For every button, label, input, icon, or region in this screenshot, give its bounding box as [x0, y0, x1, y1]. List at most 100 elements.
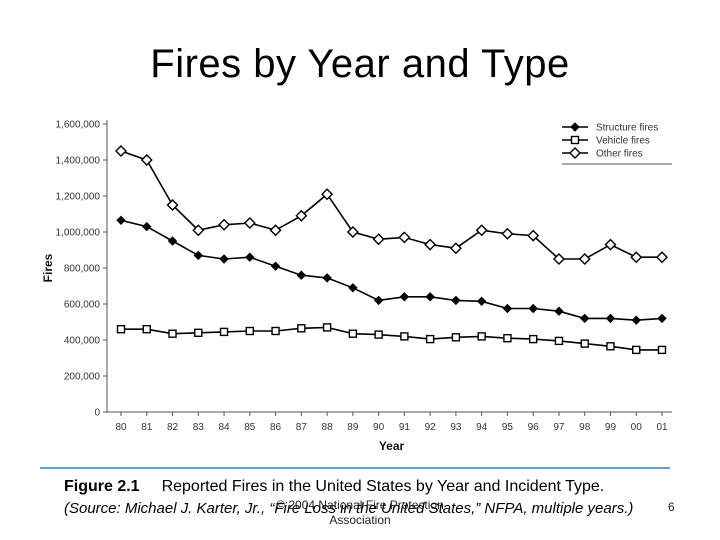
data-point — [451, 295, 461, 306]
data-point — [115, 145, 127, 157]
y-tick-label: 600,000 — [64, 300, 101, 311]
x-tick-label: 85 — [244, 422, 256, 433]
data-point — [425, 334, 435, 344]
series-other-fires — [115, 145, 668, 265]
data-point — [451, 333, 461, 342]
data-point — [269, 224, 282, 237]
y-tick-label: 800,000 — [64, 264, 101, 275]
data-point — [296, 270, 307, 280]
y-tick-label: 1,200,000 — [56, 192, 101, 203]
x-tick-label: 95 — [502, 422, 514, 433]
data-point — [604, 238, 617, 251]
data-point — [630, 251, 643, 264]
data-point — [527, 229, 540, 242]
legend-label: Vehicle fires — [596, 136, 650, 147]
data-point — [373, 295, 384, 306]
data-point — [398, 231, 411, 244]
data-point — [656, 251, 668, 264]
data-point — [297, 324, 306, 333]
data-point — [475, 224, 488, 237]
y-tick-label: 400,000 — [64, 336, 101, 347]
data-point — [116, 215, 126, 226]
x-tick-label: 98 — [579, 422, 591, 433]
series-line — [120, 219, 663, 322]
data-point — [657, 345, 667, 355]
legend-marker — [569, 147, 581, 159]
figure-number: Figure 2.1 — [64, 478, 140, 495]
data-point — [295, 209, 308, 222]
data-point — [632, 345, 641, 355]
data-point — [425, 292, 435, 302]
data-point — [194, 328, 203, 337]
y-tick-label: 1,600,000 — [56, 120, 101, 131]
caption-divider — [40, 467, 670, 469]
slide-title: Fires by Year and Type — [150, 42, 570, 86]
data-point — [322, 273, 332, 283]
data-point — [631, 315, 641, 325]
data-point — [503, 334, 512, 343]
x-tick-label: 96 — [528, 422, 540, 433]
figure-caption: Figure 2.1 Reported Fires in the United S… — [64, 478, 604, 496]
x-tick-label: 83 — [193, 422, 205, 433]
data-point — [528, 303, 538, 314]
copyright-line-1: © 2004 National Fire Protection — [276, 498, 444, 512]
chart-series — [115, 145, 668, 355]
series-vehicle-fires — [116, 323, 667, 355]
data-point — [580, 313, 590, 324]
data-point — [657, 313, 667, 324]
data-point — [245, 326, 255, 336]
data-point — [528, 334, 538, 344]
data-point — [400, 332, 409, 341]
x-tick-label: 97 — [553, 422, 565, 433]
copyright-notice: © 2004 National Fire Protection Associat… — [0, 498, 720, 528]
x-tick-label: 01 — [656, 422, 668, 433]
page-number: 6 — [668, 500, 675, 514]
y-tick-label: 0 — [94, 408, 100, 419]
data-point — [167, 236, 178, 246]
x-tick-label: 93 — [450, 422, 462, 433]
data-point — [554, 306, 564, 316]
chart-legend: Structure fires Vehicle fires Other fires — [562, 122, 672, 165]
x-tick-label: 87 — [296, 422, 308, 433]
data-point — [372, 233, 385, 246]
data-point — [166, 199, 179, 211]
x-tick-label: 80 — [115, 422, 127, 433]
fires-line-chart: 0 200,000 400,000 600,000 800,000 1,000,000 1,… — [41, 120, 672, 453]
data-point — [142, 325, 151, 334]
data-point — [449, 242, 462, 255]
data-point — [218, 218, 231, 231]
y-tick-label: 200,000 — [64, 372, 101, 383]
data-point — [348, 329, 358, 338]
data-point — [193, 250, 203, 261]
data-point — [192, 224, 205, 237]
data-point — [243, 217, 256, 229]
data-point — [554, 336, 564, 346]
data-point — [140, 154, 153, 166]
x-tick-label: 91 — [399, 422, 411, 433]
x-tick-label: 90 — [373, 422, 385, 433]
series-structure-fires — [116, 215, 667, 325]
legend-label: Other fires — [596, 149, 643, 160]
x-tick-label: 00 — [631, 422, 643, 433]
data-point — [321, 188, 334, 201]
data-point — [399, 292, 410, 302]
data-point — [477, 332, 486, 341]
data-point — [219, 254, 229, 264]
x-tick-label: 82 — [167, 422, 179, 433]
figure-source: (Source: Michael J. Karter, Jr., “Fire L… — [64, 500, 634, 517]
legend-label: Structure fires — [596, 123, 658, 134]
y-tick-label: 1,400,000 — [56, 156, 101, 167]
data-point — [168, 329, 177, 338]
x-tick-label: 84 — [218, 422, 230, 433]
data-point — [580, 339, 589, 348]
data-point — [346, 226, 359, 238]
copyright-line-2: Association — [329, 513, 391, 527]
figure-caption-text: Reported Fires in the United States by Y… — [161, 478, 605, 495]
data-point — [348, 283, 358, 293]
data-point — [501, 227, 514, 240]
x-tick-label: 81 — [141, 422, 153, 433]
data-point — [245, 252, 255, 262]
chart-axes: 0 200,000 400,000 600,000 800,000 1,000,000 1,… — [41, 120, 672, 453]
data-point — [322, 323, 332, 332]
series-line — [121, 326, 662, 351]
